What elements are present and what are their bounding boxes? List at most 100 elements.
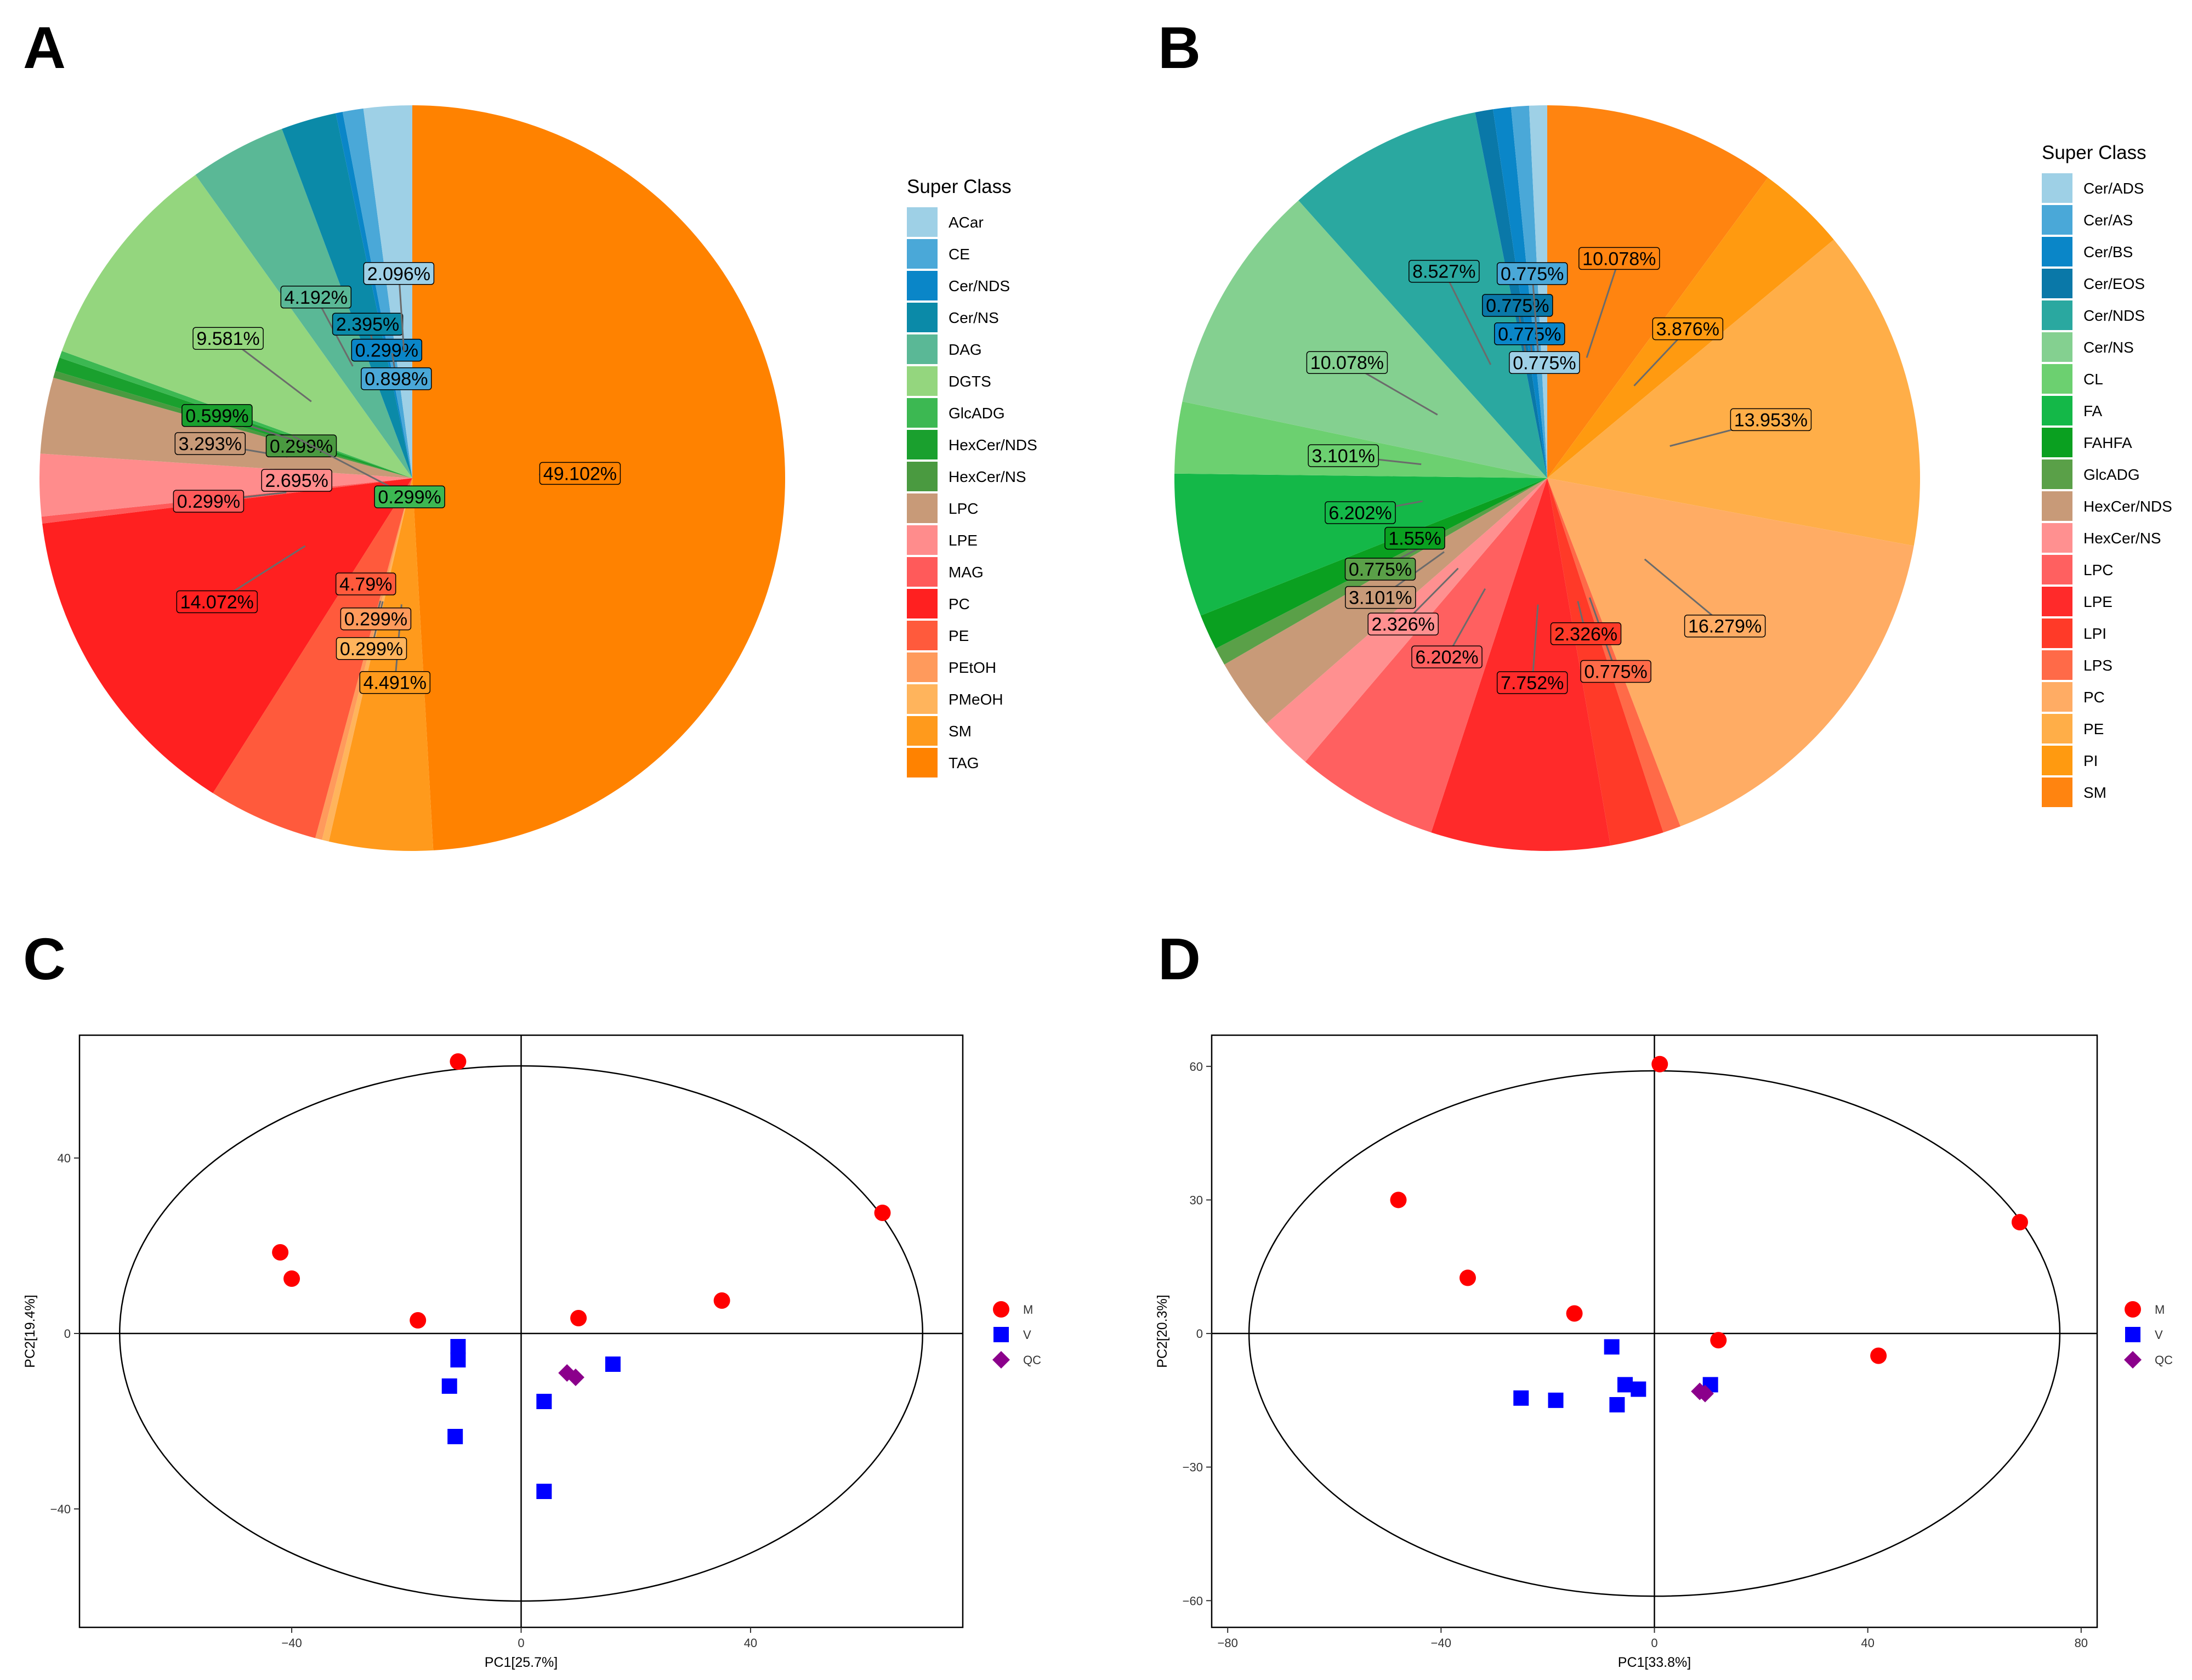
pie-a-label-tag-box	[539, 462, 621, 485]
pie-b-label-lps-box	[1580, 660, 1651, 683]
pie-b-slice-cer-eos	[1475, 109, 1547, 479]
legend-label-pe: PE	[949, 627, 969, 644]
panel-letter-c: C	[23, 926, 66, 992]
point-d-v-3	[1617, 1377, 1633, 1393]
pie-a-label-cer-nds: 0.299%	[355, 340, 418, 361]
legend-key-lpc	[907, 493, 938, 523]
pie-a-label-pc: 14.072%	[180, 592, 254, 613]
pie-b-label-sm: 10.078%	[1582, 248, 1656, 269]
y-tick-label-d-2: 0	[1196, 1327, 1203, 1341]
point-d-m-6	[2011, 1214, 2028, 1231]
legend-label-pc: PC	[2083, 689, 2105, 706]
pie-chart-a: 49.102% 4.491% 0.299% 0.299% 4.79% 14.072% 0.2…	[39, 105, 1037, 852]
pie-a-label-pmeoh-box	[336, 637, 407, 660]
legend-label-petoh: PEtOH	[949, 659, 996, 676]
legend-key-sm	[2042, 777, 2072, 807]
pie-b-label-fahfa: 1.55%	[1388, 529, 1441, 549]
legend-label-cer-ns: Cer/NS	[949, 309, 999, 326]
x-tick-label-d-1: −40	[1431, 1636, 1451, 1650]
y-tick-label-d-3: 30	[1190, 1193, 1203, 1207]
pie-a-label-lpc: 3.293%	[179, 434, 242, 455]
legend-label-sm: SM	[2083, 784, 2106, 801]
legend-label-dgts: DGTS	[949, 373, 991, 390]
pie-a-label-tag: 49.102%	[543, 463, 617, 484]
pie-b-slice-cl	[1174, 401, 1547, 478]
pie-b-label-lpc-box	[1411, 645, 1483, 668]
legend-key-glcadg	[907, 398, 938, 428]
legend-label-pi: PI	[2083, 752, 2098, 769]
point-d-v-2	[1548, 1392, 1564, 1408]
pie-b-label-fa: 6.202%	[1328, 503, 1392, 524]
point-c-v-4	[536, 1394, 552, 1409]
legend-key-d-m	[2125, 1301, 2141, 1318]
legend-key-cer-bs	[2042, 237, 2072, 266]
confidence-ellipse-c	[118, 1065, 924, 1602]
point-d-m-1	[1390, 1191, 1407, 1208]
y-tick-label-c-0: −40	[50, 1502, 71, 1516]
pie-b-label-cer-as: 0.775%	[1501, 264, 1564, 285]
legend-key-sm	[907, 716, 938, 746]
pie-b-slice-lps	[1547, 478, 1680, 833]
point-c-m-4	[570, 1310, 587, 1326]
legend-label-cer-bs: Cer/BS	[2083, 243, 2133, 260]
x-tick-label-d-0: −80	[1218, 1636, 1238, 1650]
legend-key-pe	[907, 621, 938, 650]
legend-key-hexcer-nds	[2042, 491, 2072, 521]
point-d-m-3	[1566, 1305, 1583, 1322]
pie-b-label-pe-box	[1730, 408, 1812, 432]
legend-key-d-qc	[2124, 1351, 2142, 1369]
pie-b-slice-sm	[1547, 105, 1768, 478]
legend-key-fahfa	[2042, 428, 2072, 457]
legend-key-cer-ns	[2042, 332, 2072, 362]
x-tick-label-d-2: 0	[1651, 1636, 1657, 1650]
legend-key-dag	[907, 334, 938, 364]
pie-a-label-cer-ns: 2.395%	[336, 314, 399, 335]
pie-b-label-pi-box	[1652, 317, 1724, 340]
legend-title: Super Class	[2042, 142, 2146, 163]
pie-a-label-pe: 4.79%	[339, 574, 392, 595]
pie-b-slice-lpe	[1431, 478, 1611, 851]
legend-key-c-v	[993, 1327, 1009, 1342]
pie-a-label-lpe-box	[261, 469, 332, 492]
x-axis-label-d: PC1[33.8%]	[1618, 1655, 1691, 1670]
y-tick-label-c-2: 40	[58, 1151, 71, 1165]
legend-label-tag: TAG	[949, 754, 979, 771]
legend-label-fa: FA	[2083, 402, 2103, 419]
legend-key-mag	[907, 557, 938, 587]
pie-a-slice-sm	[328, 478, 434, 852]
pie-b-slice-pe	[1547, 240, 1920, 546]
legend-key-tag	[907, 748, 938, 777]
point-c-v-5	[605, 1357, 621, 1372]
legend-label-d-v: V	[2155, 1328, 2163, 1342]
pie-a-label-dag-box	[280, 286, 352, 309]
pie-a-label-dag: 4.192%	[285, 287, 348, 308]
pie-b-label-lpe-leader	[1531, 604, 1539, 683]
pie-b-label-cer-bs: 0.775%	[1498, 324, 1561, 345]
x-tick-label-d-3: 40	[1861, 1636, 1874, 1650]
legend-label-glcadg: GlcADG	[2083, 466, 2140, 483]
legend-label-cer-nds: Cer/NDS	[949, 277, 1010, 294]
legend-key-hexcer-nds	[907, 430, 938, 459]
pie-a-slice-pe	[213, 478, 412, 838]
legend-key-c-m	[993, 1301, 1009, 1318]
point-c-m-6	[874, 1205, 891, 1221]
pie-b-label-cer-nds: 8.527%	[1412, 262, 1475, 282]
pie-a-slice-pc	[42, 478, 412, 793]
panel-letter-d: D	[1158, 926, 1201, 992]
legend-label-hexcer-ns: HexCer/NS	[949, 468, 1026, 485]
legend-label-cer-as: Cer/AS	[2083, 212, 2133, 229]
legend-label-glcadg: GlcADG	[949, 405, 1005, 422]
point-c-m-1	[272, 1244, 289, 1261]
legend-key-hexcer-ns	[907, 462, 938, 491]
legend-key-pmeoh	[907, 684, 938, 714]
legend-label-pe: PE	[2083, 720, 2104, 737]
legend-b: Super Class Cer/ADS Cer/AS Cer/BS Cer/EOS Cer…	[2042, 142, 2172, 807]
pie-a-label-lpe: 2.695%	[265, 470, 328, 491]
legend-key-petoh	[907, 652, 938, 682]
pie-b-label-cer-bs-box	[1494, 322, 1565, 345]
point-c-qc-1	[566, 1369, 584, 1386]
legend-d: MV QC	[2124, 1301, 2173, 1369]
point-c-v-2	[441, 1378, 457, 1394]
pie-b-label-cer-ns: 10.078%	[1310, 353, 1384, 373]
pie-a-label-hexcer-ns-box	[265, 434, 337, 458]
